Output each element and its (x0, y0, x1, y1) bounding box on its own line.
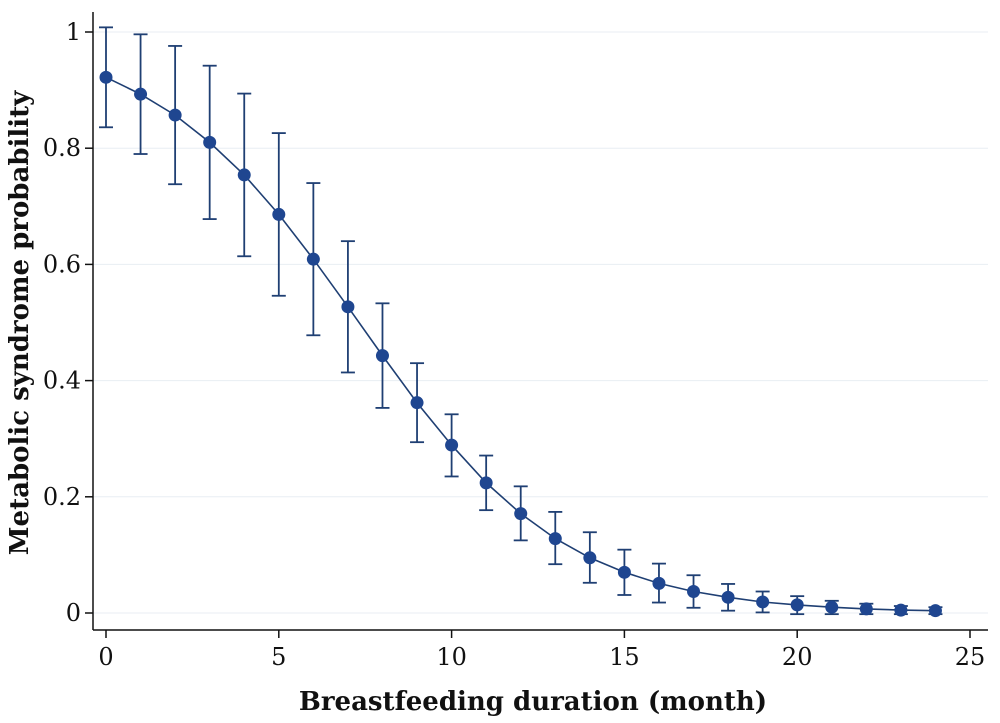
y-tick-label: 0.6 (43, 250, 81, 278)
x-tick-label: 0 (98, 643, 113, 671)
data-point (548, 532, 562, 546)
data-point (306, 252, 320, 266)
data-point (134, 87, 148, 101)
y-tick-label: 0.2 (43, 483, 81, 511)
data-point (410, 396, 424, 410)
gridlines (93, 31, 988, 614)
y-ticks: 0 0.2 0.4 0.6 0.8 1 (43, 18, 93, 627)
data-points (99, 70, 942, 618)
data-point (445, 438, 459, 452)
x-tick-label: 25 (955, 643, 986, 671)
x-tick-label: 10 (436, 643, 467, 671)
data-point (687, 585, 701, 599)
error-bars (99, 26, 943, 616)
y-tick-label: 1 (66, 18, 81, 46)
axes (92, 12, 988, 631)
x-axis-title: Breastfeeding duration (month) (299, 687, 767, 717)
x-tick-label: 20 (782, 643, 813, 671)
data-point (652, 576, 666, 590)
y-axis-title: Metabolic syndrome probability (5, 90, 35, 555)
data-point (583, 551, 597, 565)
data-point (790, 598, 804, 612)
y-tick-label: 0 (66, 599, 81, 627)
data-point (894, 603, 908, 617)
data-point (203, 135, 217, 149)
data-point (479, 476, 493, 490)
data-point (272, 207, 286, 221)
y-tick-label: 0.8 (43, 134, 81, 162)
data-point (928, 604, 942, 618)
data-point (825, 600, 839, 614)
data-point (617, 565, 631, 579)
data-point (756, 595, 770, 609)
data-point (721, 590, 735, 604)
x-tick-label: 15 (609, 643, 640, 671)
data-point (341, 300, 355, 314)
data-point (514, 507, 528, 521)
data-point (859, 602, 873, 616)
data-point (168, 108, 182, 122)
x-tick-label: 5 (271, 643, 286, 671)
data-point (375, 349, 389, 363)
y-tick-label: 0.4 (43, 367, 81, 395)
x-ticks: 0 5 10 15 20 25 (98, 630, 985, 671)
data-point (99, 70, 113, 84)
data-point (237, 168, 251, 182)
